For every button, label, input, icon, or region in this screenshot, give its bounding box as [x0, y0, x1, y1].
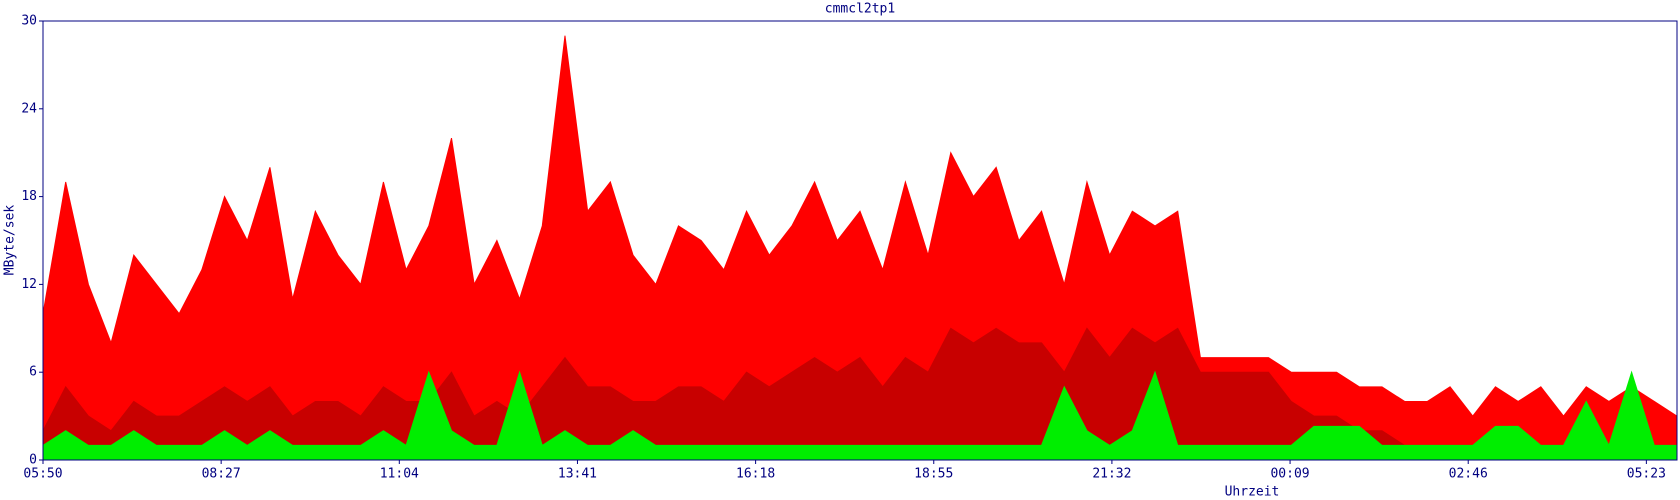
y-axis-label: MByte/sek	[3, 205, 18, 276]
y-tick-label: 18	[21, 189, 37, 204]
chart-title: cmmcl2tp1	[825, 2, 895, 17]
x-tick-label: 05:23	[1627, 467, 1666, 482]
y-tick-label: 0	[29, 453, 37, 468]
x-tick-label: 18:55	[914, 467, 953, 482]
y-tick-label: 12	[21, 277, 37, 292]
area-series	[42, 35, 1678, 461]
x-tick-label: 13:41	[558, 467, 597, 482]
x-tick-label: 11:04	[380, 467, 419, 482]
area-series	[42, 370, 1678, 461]
x-tick-label: 02:46	[1449, 467, 1488, 482]
plot-frame	[42, 20, 1678, 461]
x-tick-label: 05:50	[23, 467, 62, 482]
x-axis-label: Uhrzeit	[1225, 485, 1280, 500]
x-tick-label: 21:32	[1092, 467, 1131, 482]
x-tick-label: 00:09	[1270, 467, 1309, 482]
y-tick-label: 24	[21, 101, 37, 116]
x-tick-label: 16:18	[736, 467, 775, 482]
x-tick-label: 08:27	[202, 467, 241, 482]
y-tick-label: 30	[21, 14, 37, 29]
y-tick-label: 6	[29, 365, 37, 380]
